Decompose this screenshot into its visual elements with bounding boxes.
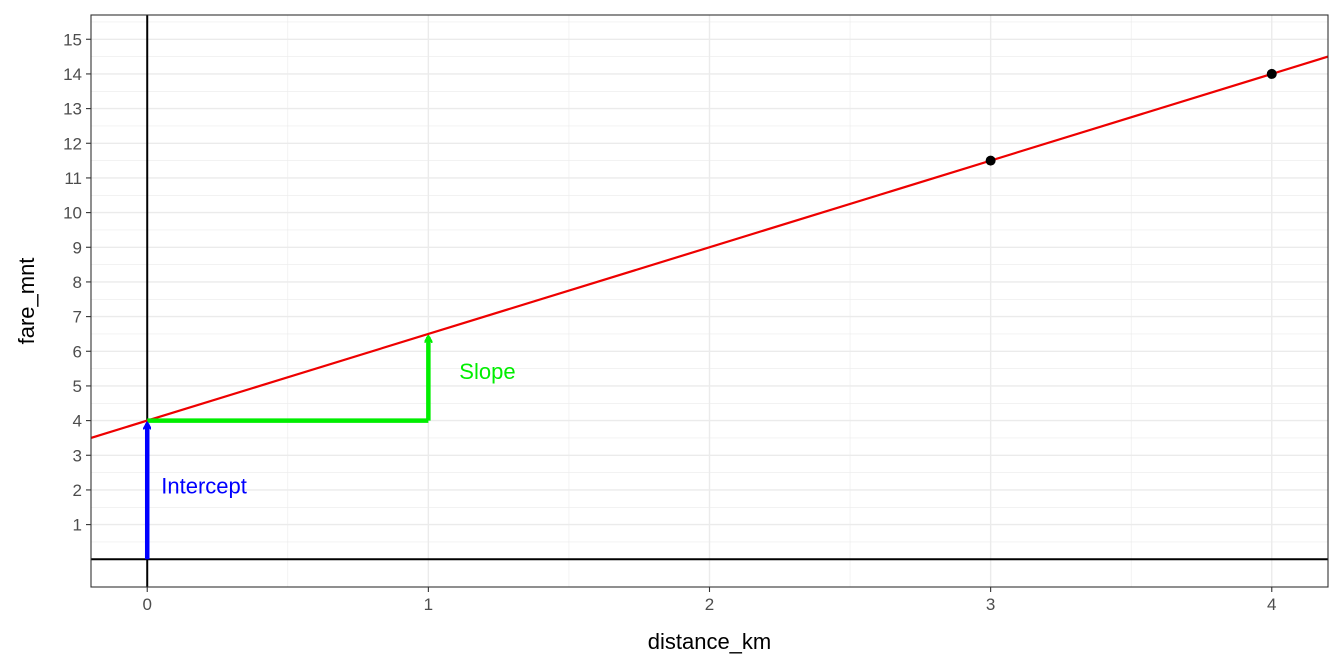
y-tick-label: 9: [73, 238, 82, 257]
x-axis-ticks: 0 1 2 3 4: [142, 587, 1277, 614]
x-tick-label: 4: [1267, 595, 1276, 614]
regression-line-group: [91, 55, 1328, 439]
regression-line: [91, 55, 1328, 439]
y-tick-label: 12: [63, 134, 82, 153]
annotation-intercept: Intercept: [161, 473, 247, 498]
annotations: Intercept Slope: [161, 359, 515, 498]
x-axis-title: distance_km: [648, 629, 772, 654]
data-point: [985, 155, 996, 166]
y-tick-label: 13: [63, 100, 82, 119]
x-tick-label: 3: [986, 595, 995, 614]
annotation-slope: Slope: [459, 359, 515, 384]
y-tick-label: 8: [73, 273, 82, 292]
y-tick-label: 10: [63, 204, 82, 223]
x-tick-label: 1: [424, 595, 433, 614]
y-tick-label: 4: [73, 412, 82, 431]
arrows: [147, 337, 428, 560]
grid-major: [91, 15, 1328, 587]
x-tick-label: 2: [705, 595, 714, 614]
data-point: [1266, 68, 1277, 79]
y-tick-label: 11: [64, 169, 82, 188]
y-tick-label: 3: [73, 446, 82, 465]
x-tick-label: 0: [142, 595, 151, 614]
y-tick-label: 1: [73, 516, 82, 535]
y-axis-title: fare_mnt: [14, 258, 39, 345]
y-tick-label: 5: [73, 377, 82, 396]
y-tick-label: 15: [63, 30, 82, 49]
y-tick-label: 6: [73, 342, 82, 361]
y-tick-label: 7: [73, 308, 82, 327]
data-points: [985, 68, 1277, 166]
y-tick-label: 2: [73, 481, 82, 500]
y-tick-label: 14: [63, 65, 82, 84]
